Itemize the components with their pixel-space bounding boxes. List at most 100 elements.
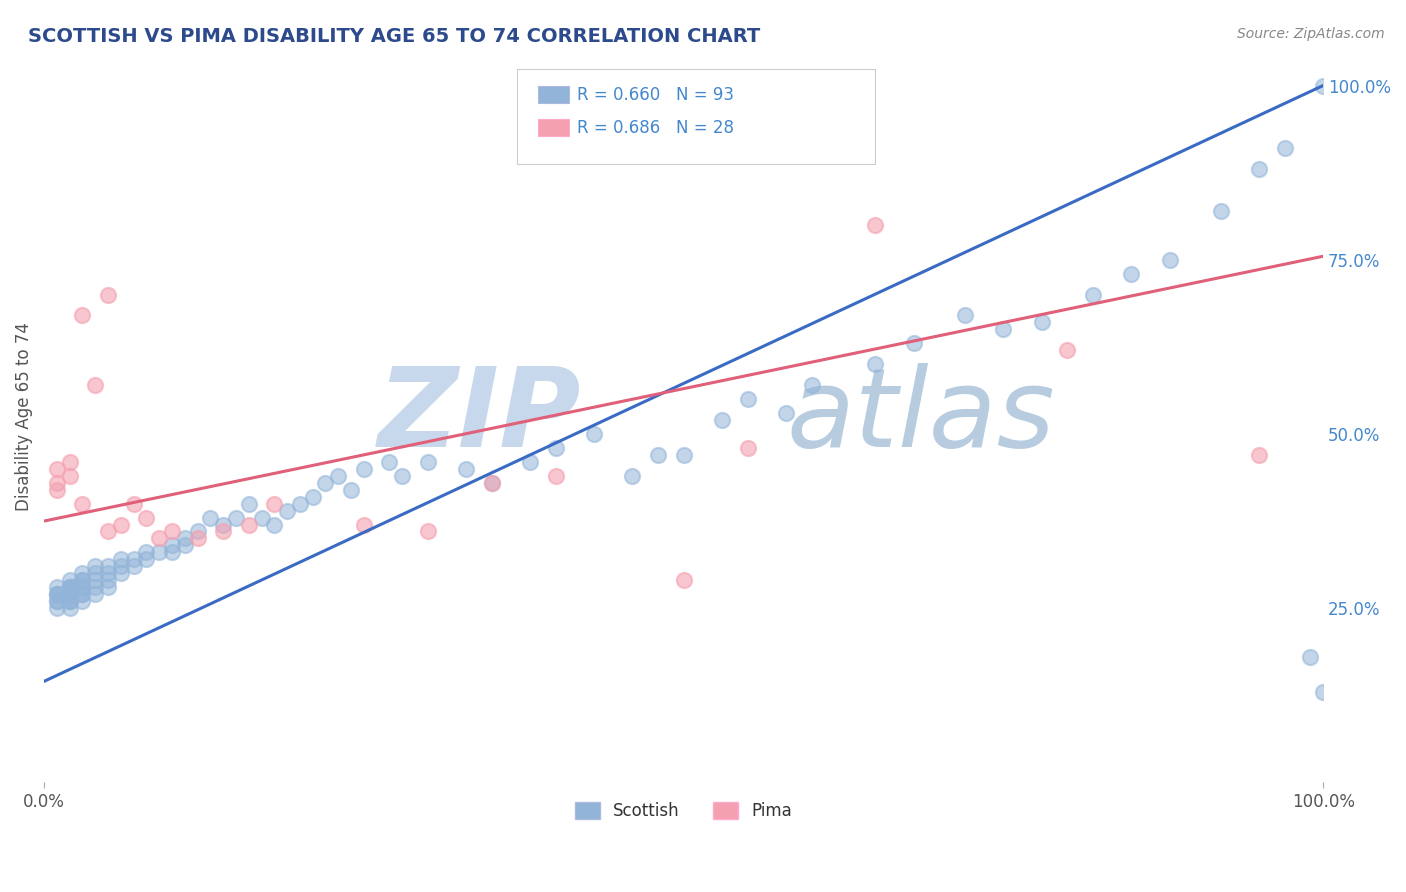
Point xyxy=(59,587,82,601)
Point xyxy=(72,580,94,594)
Point xyxy=(1031,315,1053,329)
Point xyxy=(288,497,311,511)
Point xyxy=(110,552,132,566)
Point xyxy=(122,552,145,566)
Point xyxy=(97,566,120,581)
Point xyxy=(72,309,94,323)
Point xyxy=(340,483,363,497)
Point xyxy=(481,475,503,490)
Point xyxy=(1299,649,1322,664)
Point xyxy=(800,378,823,392)
Point xyxy=(993,322,1015,336)
Point xyxy=(59,587,82,601)
Point xyxy=(1312,78,1334,93)
Point xyxy=(72,587,94,601)
Point xyxy=(1121,267,1143,281)
Point xyxy=(1249,162,1271,177)
Point xyxy=(391,468,413,483)
Point xyxy=(621,468,644,483)
Point xyxy=(84,559,107,574)
Point xyxy=(160,524,183,539)
Point xyxy=(160,545,183,559)
Point xyxy=(45,587,67,601)
Point xyxy=(301,490,323,504)
Point xyxy=(59,594,82,608)
Text: ZIP: ZIP xyxy=(378,363,581,470)
Point xyxy=(84,574,107,588)
FancyBboxPatch shape xyxy=(538,119,568,136)
Point xyxy=(110,559,132,574)
Point xyxy=(59,580,82,594)
Point xyxy=(84,580,107,594)
Point xyxy=(1274,141,1296,155)
Point xyxy=(250,510,273,524)
Point xyxy=(72,574,94,588)
Point xyxy=(263,497,285,511)
Point xyxy=(775,406,797,420)
Point xyxy=(45,475,67,490)
Point xyxy=(45,587,67,601)
Point xyxy=(187,532,209,546)
Point xyxy=(110,566,132,581)
FancyBboxPatch shape xyxy=(517,69,876,164)
Point xyxy=(59,580,82,594)
Point xyxy=(416,524,439,539)
Point xyxy=(737,441,759,455)
Point xyxy=(72,497,94,511)
Point xyxy=(59,601,82,615)
Point xyxy=(953,309,976,323)
Point xyxy=(72,574,94,588)
Point xyxy=(122,559,145,574)
Text: R = 0.686   N = 28: R = 0.686 N = 28 xyxy=(578,119,734,136)
Point xyxy=(84,566,107,581)
Point xyxy=(97,287,120,301)
Point xyxy=(672,448,695,462)
Point xyxy=(544,441,567,455)
Point xyxy=(135,510,157,524)
Point xyxy=(135,545,157,559)
Point xyxy=(583,426,606,441)
Point xyxy=(72,594,94,608)
Point xyxy=(148,532,170,546)
Point xyxy=(45,594,67,608)
Point xyxy=(59,455,82,469)
Point xyxy=(59,468,82,483)
Point xyxy=(45,462,67,476)
Point xyxy=(59,594,82,608)
Point xyxy=(45,594,67,608)
Point xyxy=(59,574,82,588)
Text: R = 0.660   N = 93: R = 0.660 N = 93 xyxy=(578,86,734,103)
Point xyxy=(97,524,120,539)
Point xyxy=(1249,448,1271,462)
Point xyxy=(353,462,375,476)
Point xyxy=(315,475,337,490)
Point xyxy=(97,559,120,574)
Point xyxy=(1081,287,1104,301)
Point xyxy=(1056,343,1078,358)
Point xyxy=(519,455,541,469)
Point xyxy=(45,580,67,594)
Point xyxy=(173,532,195,546)
Point xyxy=(328,468,350,483)
Y-axis label: Disability Age 65 to 74: Disability Age 65 to 74 xyxy=(15,322,32,511)
Point xyxy=(59,580,82,594)
Text: SCOTTISH VS PIMA DISABILITY AGE 65 TO 74 CORRELATION CHART: SCOTTISH VS PIMA DISABILITY AGE 65 TO 74… xyxy=(28,27,761,45)
Legend: Scottish, Pima: Scottish, Pima xyxy=(568,795,799,827)
Point xyxy=(45,483,67,497)
Point xyxy=(263,517,285,532)
Point xyxy=(59,587,82,601)
Point xyxy=(59,587,82,601)
Point xyxy=(148,545,170,559)
Point xyxy=(84,587,107,601)
Point xyxy=(84,378,107,392)
Point xyxy=(160,538,183,552)
Point xyxy=(187,524,209,539)
Point xyxy=(59,594,82,608)
Text: atlas: atlas xyxy=(786,363,1054,470)
Point xyxy=(456,462,478,476)
Point xyxy=(903,336,925,351)
Point xyxy=(110,517,132,532)
Point xyxy=(45,601,67,615)
Point xyxy=(122,497,145,511)
Point xyxy=(238,517,260,532)
